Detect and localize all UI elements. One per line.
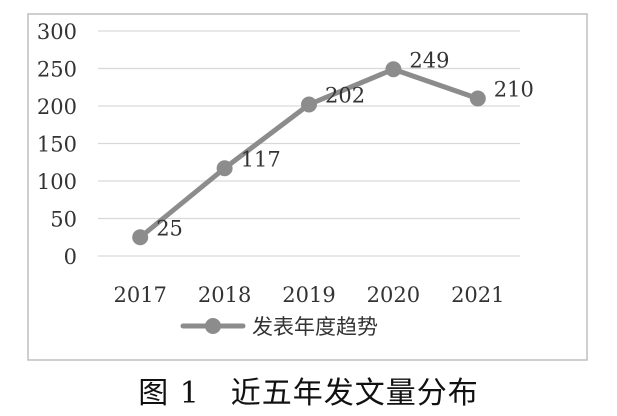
y-tick-label: 250 (37, 58, 77, 82)
y-tick-label: 100 (37, 170, 77, 194)
data-label: 249 (409, 48, 449, 72)
x-tick-label: 2020 (367, 283, 420, 307)
y-tick-label: 150 (37, 133, 77, 157)
chart-frame (27, 13, 588, 361)
data-point (216, 160, 233, 177)
y-tick-label: 200 (37, 95, 77, 119)
x-axis-tick-labels: 2017 2018 2019 2020 2021 (113, 283, 504, 307)
x-tick-label: 2019 (282, 283, 335, 307)
legend-point-marker (205, 318, 221, 334)
data-label: 202 (325, 84, 365, 108)
data-label: 210 (494, 78, 534, 102)
series-layer (132, 61, 486, 246)
data-point (301, 96, 317, 113)
data-point (385, 61, 402, 78)
x-tick-label: 2018 (198, 283, 251, 307)
y-tick-label: 300 (37, 20, 77, 44)
figure-caption: 图 1 近五年发文量分布 (138, 376, 479, 411)
data-labels: 25 117 202 249 210 (156, 48, 534, 240)
y-tick-label: 50 (50, 208, 77, 232)
x-tick-label: 2017 (113, 283, 166, 307)
legend: 发表年度趋势 (180, 315, 378, 339)
y-tick-label: 0 (64, 245, 77, 269)
data-point (132, 229, 149, 246)
legend-series-label: 发表年度趋势 (252, 315, 378, 339)
x-tick-label: 2021 (451, 283, 504, 307)
y-axis-tick-labels: 0 50 100 150 200 250 300 (37, 20, 77, 269)
data-point (469, 90, 486, 107)
data-label: 117 (241, 147, 281, 171)
data-label: 25 (156, 216, 183, 240)
